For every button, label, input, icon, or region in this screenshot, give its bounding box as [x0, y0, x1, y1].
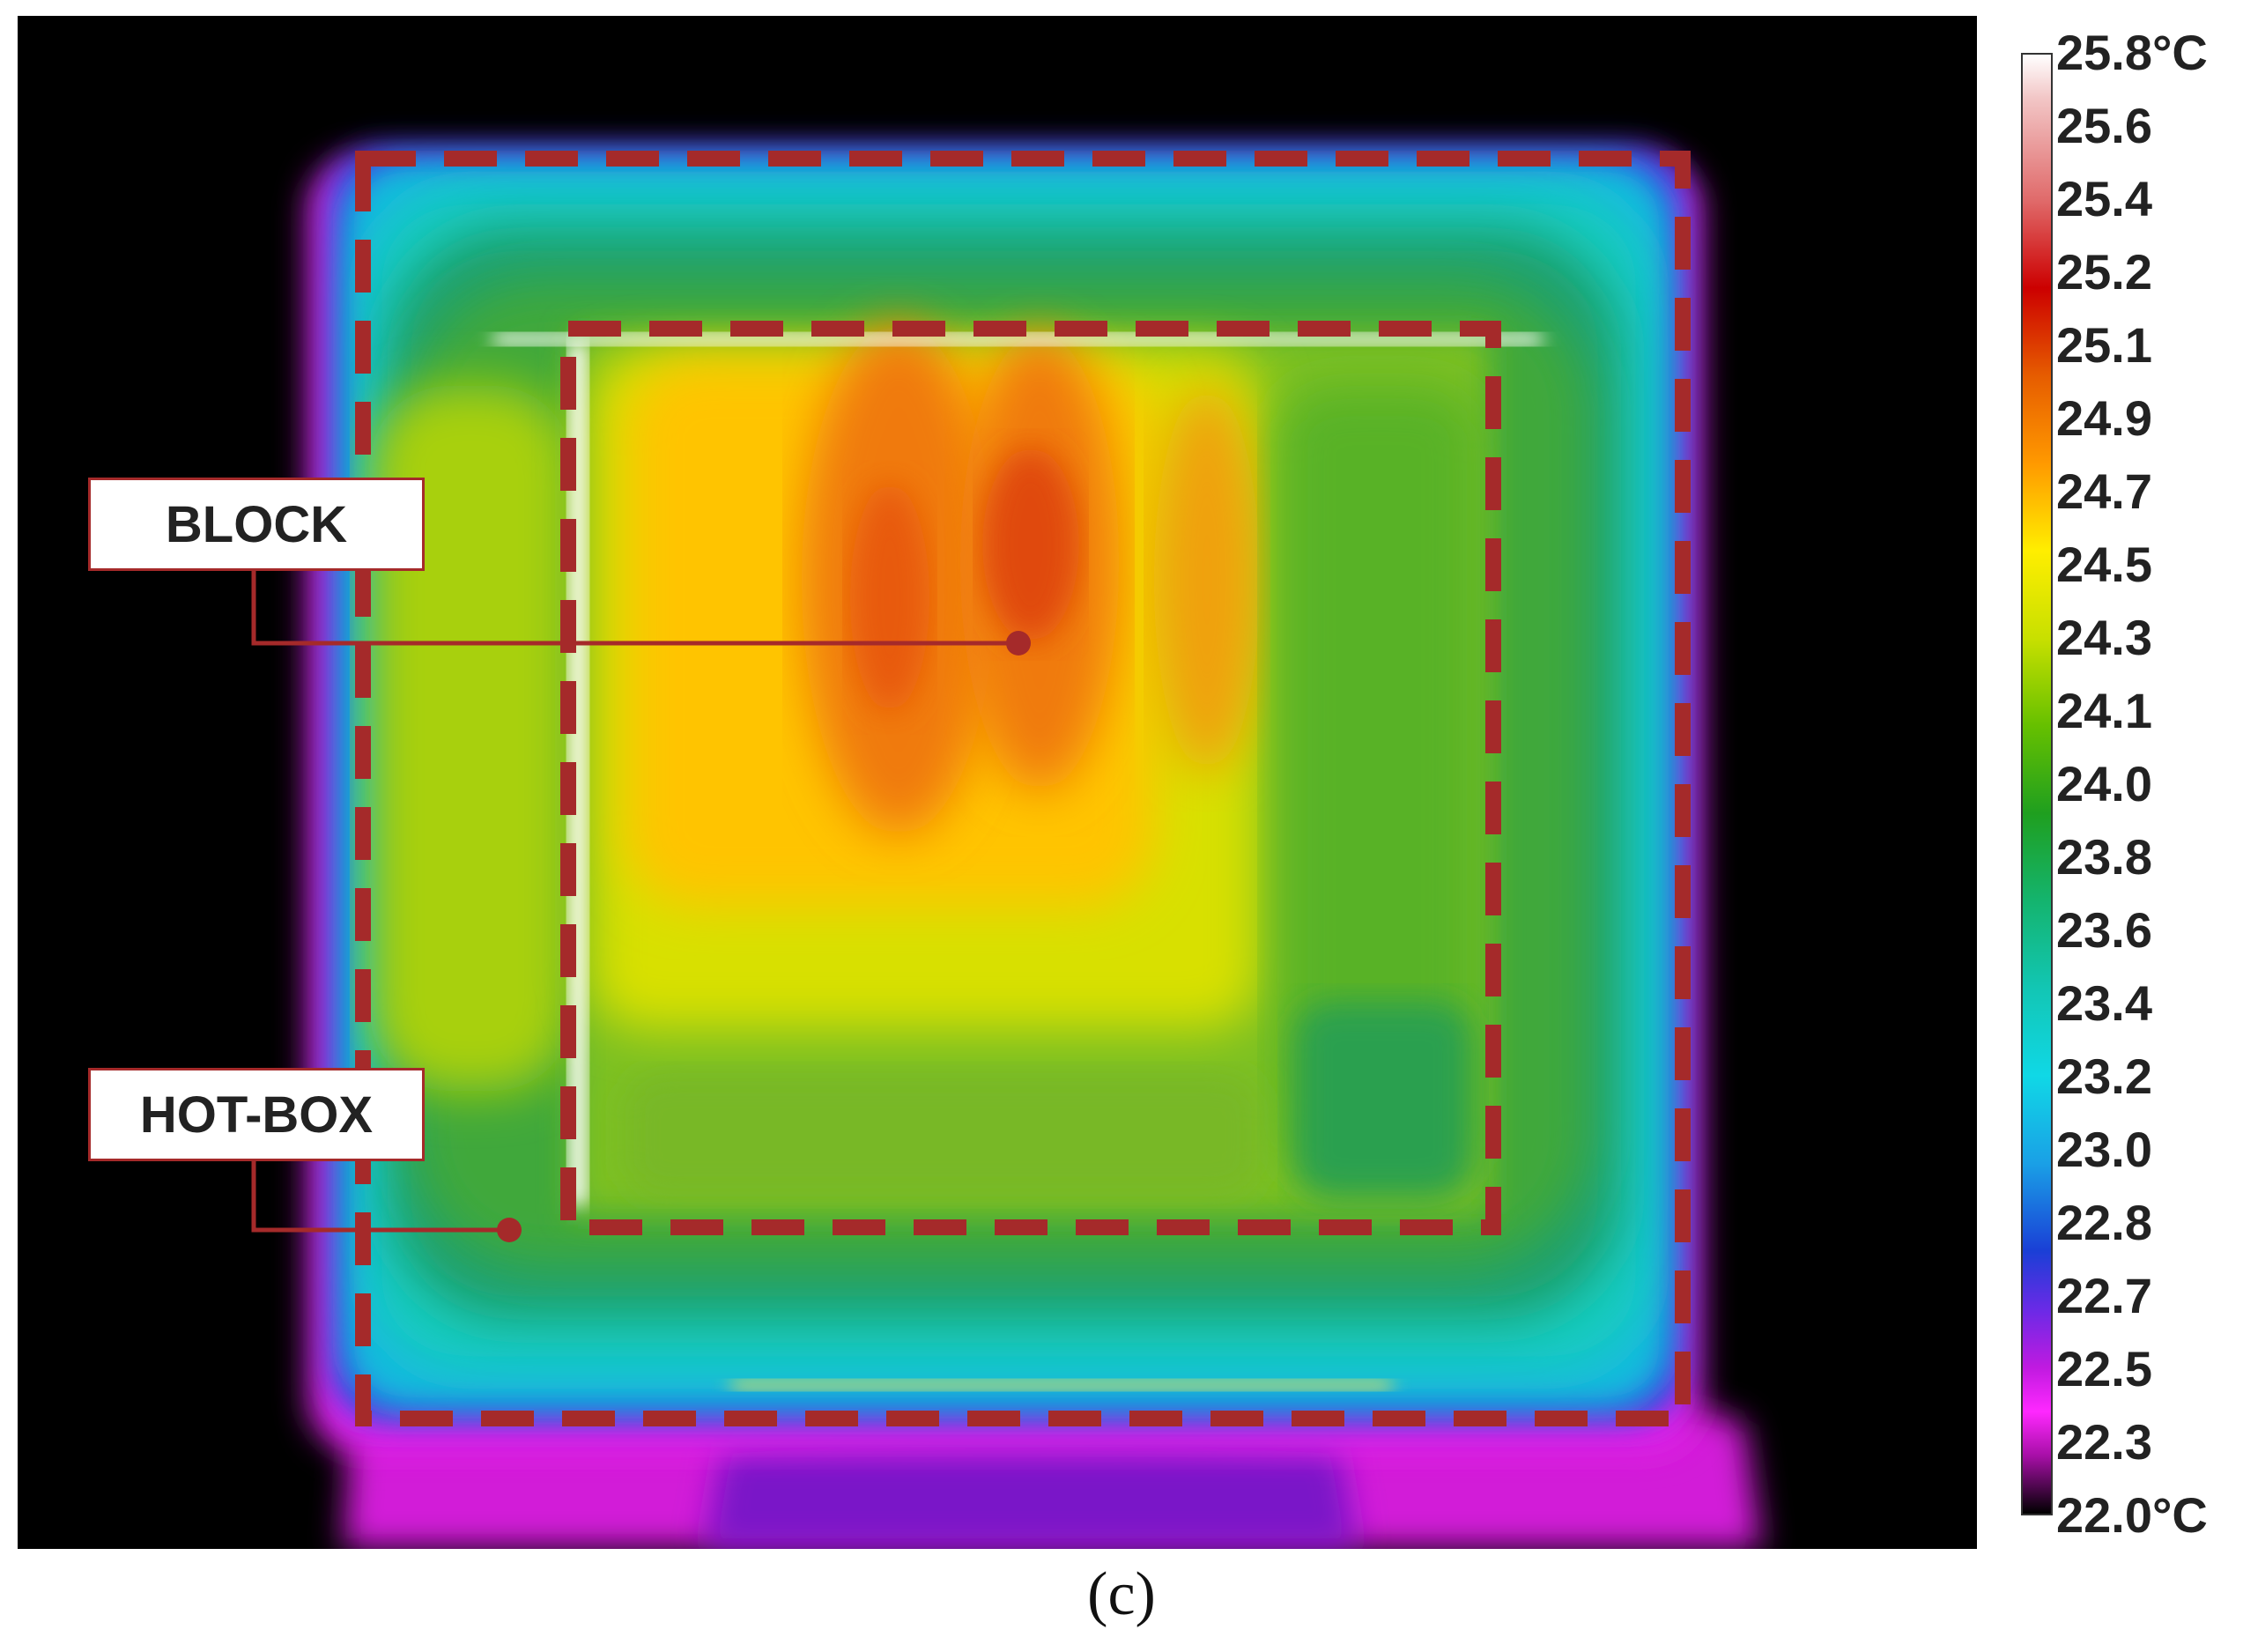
colorbar-gradient [2021, 53, 2053, 1515]
colorbar-tick: 22.5 [2056, 1341, 2152, 1396]
hot-box-leader-line [251, 1161, 509, 1233]
temperature-colorbar [2021, 53, 2053, 1515]
hot-box-outline [355, 151, 1691, 1426]
colorbar-tick: 25.8°C [2056, 25, 2208, 80]
block-outline [560, 321, 1501, 1235]
colorbar-tick: 25.1 [2056, 317, 2152, 373]
colorbar-tick: 22.8 [2056, 1195, 2152, 1250]
colorbar-tick: 24.1 [2056, 683, 2152, 738]
colorbar-tick: 22.7 [2056, 1268, 2152, 1323]
block-leader-line [251, 571, 1018, 646]
colorbar-tick: 23.2 [2056, 1048, 2152, 1104]
colorbar-tick: 23.4 [2056, 975, 2152, 1031]
colorbar-tick: 23.6 [2056, 902, 2152, 958]
colorbar-tick-labels: 25.8°C 25.6 25.4 25.2 25.1 24.9 24.7 24.… [2056, 28, 2232, 1540]
colorbar-tick: 25.2 [2056, 244, 2152, 300]
thermal-image [18, 16, 1977, 1549]
colorbar-tick: 24.0 [2056, 756, 2152, 811]
colorbar-tick: 24.3 [2056, 610, 2152, 665]
colorbar-tick: 22.3 [2056, 1414, 2152, 1470]
panel-label: (c) [1087, 1560, 1156, 1628]
colorbar-tick: 24.5 [2056, 537, 2152, 592]
hot-box-label: HOT-BOX [88, 1068, 425, 1161]
colorbar-tick: 24.7 [2056, 463, 2152, 519]
colorbar-tick: 25.6 [2056, 98, 2152, 153]
colorbar-tick: 25.4 [2056, 171, 2152, 226]
colorbar-tick: 24.9 [2056, 390, 2152, 446]
thermal-image-svg [18, 16, 1977, 1549]
colorbar-tick: 22.0°C [2056, 1487, 2208, 1543]
block-leader-dot [1006, 631, 1031, 656]
hot-box-leader-dot [497, 1218, 522, 1242]
colorbar-tick: 23.8 [2056, 829, 2152, 885]
colorbar-tick: 23.0 [2056, 1122, 2152, 1177]
block-label: BLOCK [88, 478, 425, 571]
